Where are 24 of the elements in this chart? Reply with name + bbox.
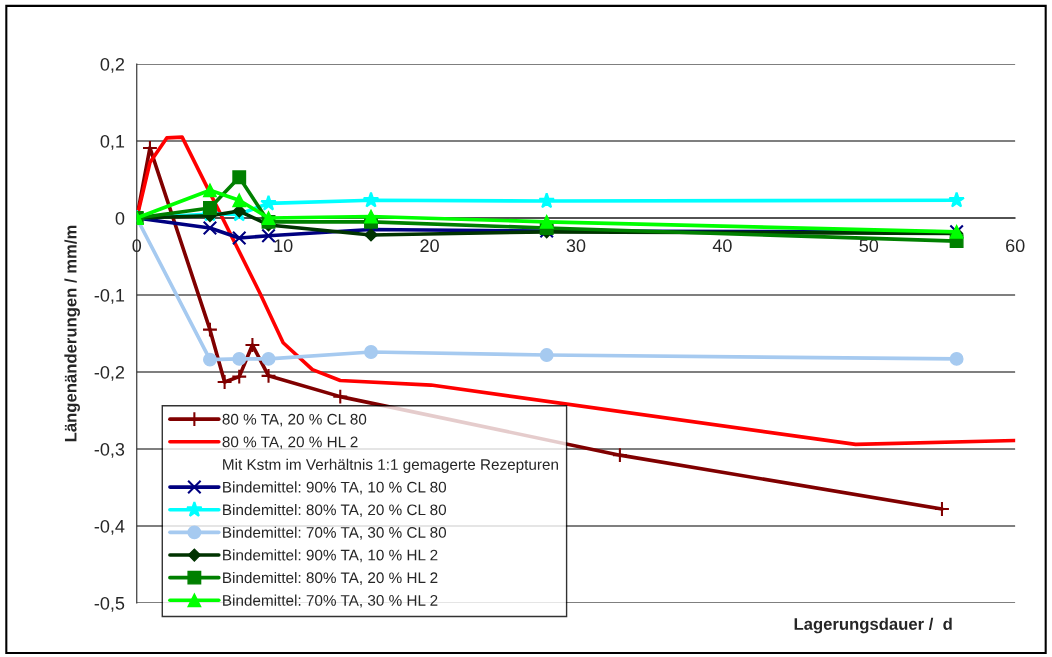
legend-label: Bindemittel: 90% TA, 10 % HL 2 [223,549,438,563]
y-tick-label: 0,1 [100,134,125,150]
text: Mit Kstm im Verhältnis 1:1 gemagerte Rezepturen [223,458,558,473]
legend-label: 80 % TA, 20 % CL 80 [222,413,367,427]
y-tick-label: -0,3 [94,442,125,458]
legend-label: Bindemittel: 90% TA, 10 % CL 80 [223,481,447,495]
legend-label: Bindemittel: 80% TA, 20 % CL 80 [223,504,447,518]
y-tick-label: -0,1 [94,288,125,304]
x-tick-label: 20 [420,239,439,253]
x-tick-label: 10 [274,239,293,253]
legend-label: Bindemittel: 70% TA, 30 % CL 80 [223,526,447,540]
y-tick-label: -0,5 [94,596,125,612]
x-tick-label: 60 [1006,239,1025,253]
y-axis-title: Längenänderungen / mm/m [64,225,80,442]
y-tick-label: -0,2 [94,365,125,381]
x-axis-title: Lagerungsdauer / d [794,617,952,634]
y-tick-label: 0 [115,211,125,225]
legend-label: 80 % TA, 20 % HL 2 [222,436,358,450]
y-tick-label: -0,4 [94,519,125,535]
legend-label: Bindemittel: 70% TA, 30 % HL 2 [223,594,438,608]
legend-label: Bindemittel: 80% TA, 20 % HL 2 [223,571,438,585]
y-tick-label: 0,2 [100,57,125,73]
x-tick-label: 40 [712,239,732,253]
x-tick-label: 30 [566,239,586,253]
